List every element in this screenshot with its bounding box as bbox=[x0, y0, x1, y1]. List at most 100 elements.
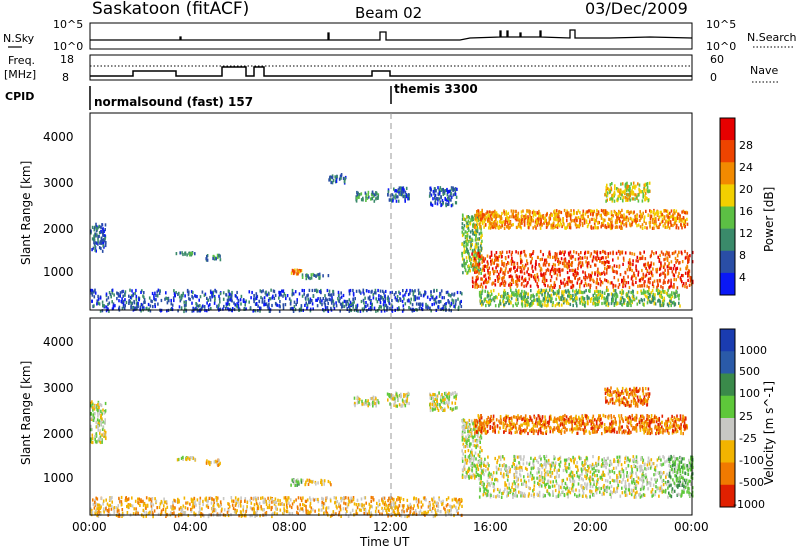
nsearch-label: N.Search bbox=[747, 31, 797, 44]
freq-bottom-tick: 8 bbox=[62, 71, 69, 84]
cpid-label: CPID bbox=[5, 90, 34, 103]
power-cb-tick-4: 4 bbox=[739, 271, 746, 284]
vel-cb-swatch-6 bbox=[720, 462, 735, 486]
xtick-1200: 12:00 bbox=[373, 520, 408, 534]
power-cb-swatch-2 bbox=[720, 162, 735, 185]
power-cb-tick-12: 12 bbox=[739, 227, 753, 240]
power-cb-label: Power [dB] bbox=[762, 187, 776, 252]
vel-cb-swatch-0 bbox=[720, 329, 735, 352]
x-axis: 00:00 04:00 08:00 12:00 16:00 20:00 00:0… bbox=[72, 520, 709, 549]
nave-top-tick: 60 bbox=[710, 53, 724, 66]
xaxis-label: Time UT bbox=[359, 535, 410, 549]
nave-label: Nave bbox=[750, 64, 778, 77]
vel-cb-tick-1000: 1000 bbox=[739, 344, 767, 357]
power-cb-swatch-1 bbox=[720, 140, 735, 163]
station-title: Saskatoon (fitACF) bbox=[92, 0, 249, 19]
velocity-ytick-1000: 1000 bbox=[43, 471, 74, 485]
nsky-trace bbox=[90, 29, 693, 41]
vel-cb-tick-neg100: -100 bbox=[739, 454, 764, 467]
cpid-strip: CPID normalsound (fast) 157 themis 3300 bbox=[5, 82, 478, 110]
velocity-region-5 bbox=[302, 478, 332, 487]
freq-label-2: [MHz] bbox=[4, 68, 36, 81]
velocity-ytick-2000: 2000 bbox=[43, 427, 74, 441]
power-region-1 bbox=[90, 288, 463, 314]
freq-label-1: Freq. bbox=[8, 54, 35, 67]
xtick-0800: 08:00 bbox=[272, 520, 307, 534]
vel-cb-tick-neg25: -25 bbox=[739, 432, 757, 445]
vel-cb-swatch-5 bbox=[720, 440, 735, 463]
cpid-mode-1: normalsound (fast) 157 bbox=[94, 95, 253, 109]
power-cb-swatch-7 bbox=[720, 272, 735, 296]
velocity-region-8 bbox=[429, 391, 458, 413]
power-cb-swatch-4 bbox=[720, 206, 735, 229]
nsky-bottom-tick: 10^0 bbox=[53, 40, 83, 53]
freq-top-tick: 18 bbox=[60, 53, 74, 66]
beam-label: Beam 02 bbox=[355, 4, 422, 22]
velocity-marks bbox=[90, 386, 694, 519]
power-region-0 bbox=[90, 222, 107, 253]
velocity-region-11 bbox=[478, 454, 668, 499]
power-cb-tick-8: 8 bbox=[739, 249, 746, 262]
nsearch-top-tick: 10^5 bbox=[706, 18, 736, 31]
vel-cb-tick-25: 25 bbox=[739, 410, 753, 423]
power-region-12 bbox=[471, 249, 694, 290]
power-region-11 bbox=[473, 208, 689, 231]
power-colorbar: 4 8 12 16 20 24 28 Power [dB] bbox=[719, 117, 776, 296]
vel-cb-tick-neg500: -500 bbox=[739, 476, 764, 489]
power-marks bbox=[90, 173, 694, 314]
velocity-region-2 bbox=[176, 455, 197, 462]
power-region-3 bbox=[205, 253, 222, 262]
power-ytick-1000: 1000 bbox=[43, 265, 74, 279]
nsky-top-tick: 10^5 bbox=[53, 18, 83, 31]
power-cb-tick-24: 24 bbox=[739, 161, 753, 174]
xtick-2000: 20:00 bbox=[573, 520, 608, 534]
power-cb-tick-16: 16 bbox=[739, 205, 753, 218]
vel-cb-swatch-7 bbox=[720, 484, 735, 508]
power-cb-tick-20: 20 bbox=[739, 183, 753, 196]
velocity-region-4 bbox=[290, 478, 303, 487]
vel-cb-tick-100: 100 bbox=[739, 387, 760, 400]
power-cb-swatch-3 bbox=[720, 184, 735, 207]
xtick-1600: 16:00 bbox=[473, 520, 508, 534]
power-region-14 bbox=[604, 181, 651, 203]
velocity-ylabel: Slant Range [km] bbox=[19, 361, 33, 465]
power-cb-swatch-0 bbox=[720, 118, 735, 141]
cpid-mode-2: themis 3300 bbox=[394, 82, 478, 96]
nave-bottom-tick: 0 bbox=[710, 71, 717, 84]
power-cb-swatch-5 bbox=[720, 228, 735, 252]
nsearch-bottom-tick: 10^0 bbox=[706, 40, 736, 53]
velocity-ytick-4000: 4000 bbox=[43, 335, 74, 349]
velocity-cb-label: Velocity [m s^-1] bbox=[762, 381, 776, 485]
velocity-region-13 bbox=[667, 454, 694, 499]
vel-cb-tick-500: 500 bbox=[739, 365, 760, 378]
vel-cb-swatch-2 bbox=[720, 373, 735, 397]
date-label: 03/Dec/2009 bbox=[585, 0, 688, 18]
power-region-6 bbox=[328, 173, 347, 185]
vel-cb-tick-neg1000: -1000 bbox=[733, 498, 765, 511]
xtick-0400: 04:00 bbox=[173, 520, 208, 534]
nsky-strip: N.Sky 10^5 10^0 10^5 10^0 N.Search bbox=[3, 18, 797, 53]
velocity-region-3 bbox=[205, 458, 221, 467]
power-ytick-4000: 4000 bbox=[43, 130, 74, 144]
velocity-colorbar: 1000 500 100 25 -25 -100 -500 -1000 Velo… bbox=[719, 328, 776, 511]
velocity-region-7 bbox=[386, 391, 410, 408]
power-region-7 bbox=[355, 190, 380, 203]
velocity-region-10 bbox=[473, 413, 688, 436]
vel-cb-swatch-3 bbox=[720, 395, 735, 419]
power-region-8 bbox=[387, 186, 410, 203]
freq-trace bbox=[90, 66, 692, 77]
power-region-4 bbox=[290, 268, 303, 276]
power-ylabel: Slant Range [km] bbox=[19, 161, 33, 265]
freq-strip: Freq. [MHz] 18 8 60 0 Nave bbox=[4, 53, 780, 84]
power-cb-tick-28: 28 bbox=[739, 139, 753, 152]
power-region-2 bbox=[175, 251, 196, 257]
velocity-ytick-3000: 3000 bbox=[43, 381, 74, 395]
power-panel: Slant Range [km] 1000 2000 3000 4000 4 8… bbox=[19, 112, 776, 314]
power-ytick-2000: 2000 bbox=[43, 222, 74, 236]
power-region-13 bbox=[478, 288, 681, 308]
xtick-2400: 00:00 bbox=[674, 520, 709, 534]
velocity-region-12 bbox=[604, 386, 651, 408]
velocity-panel: Slant Range [km] 1000 2000 3000 4000 100… bbox=[19, 317, 776, 519]
